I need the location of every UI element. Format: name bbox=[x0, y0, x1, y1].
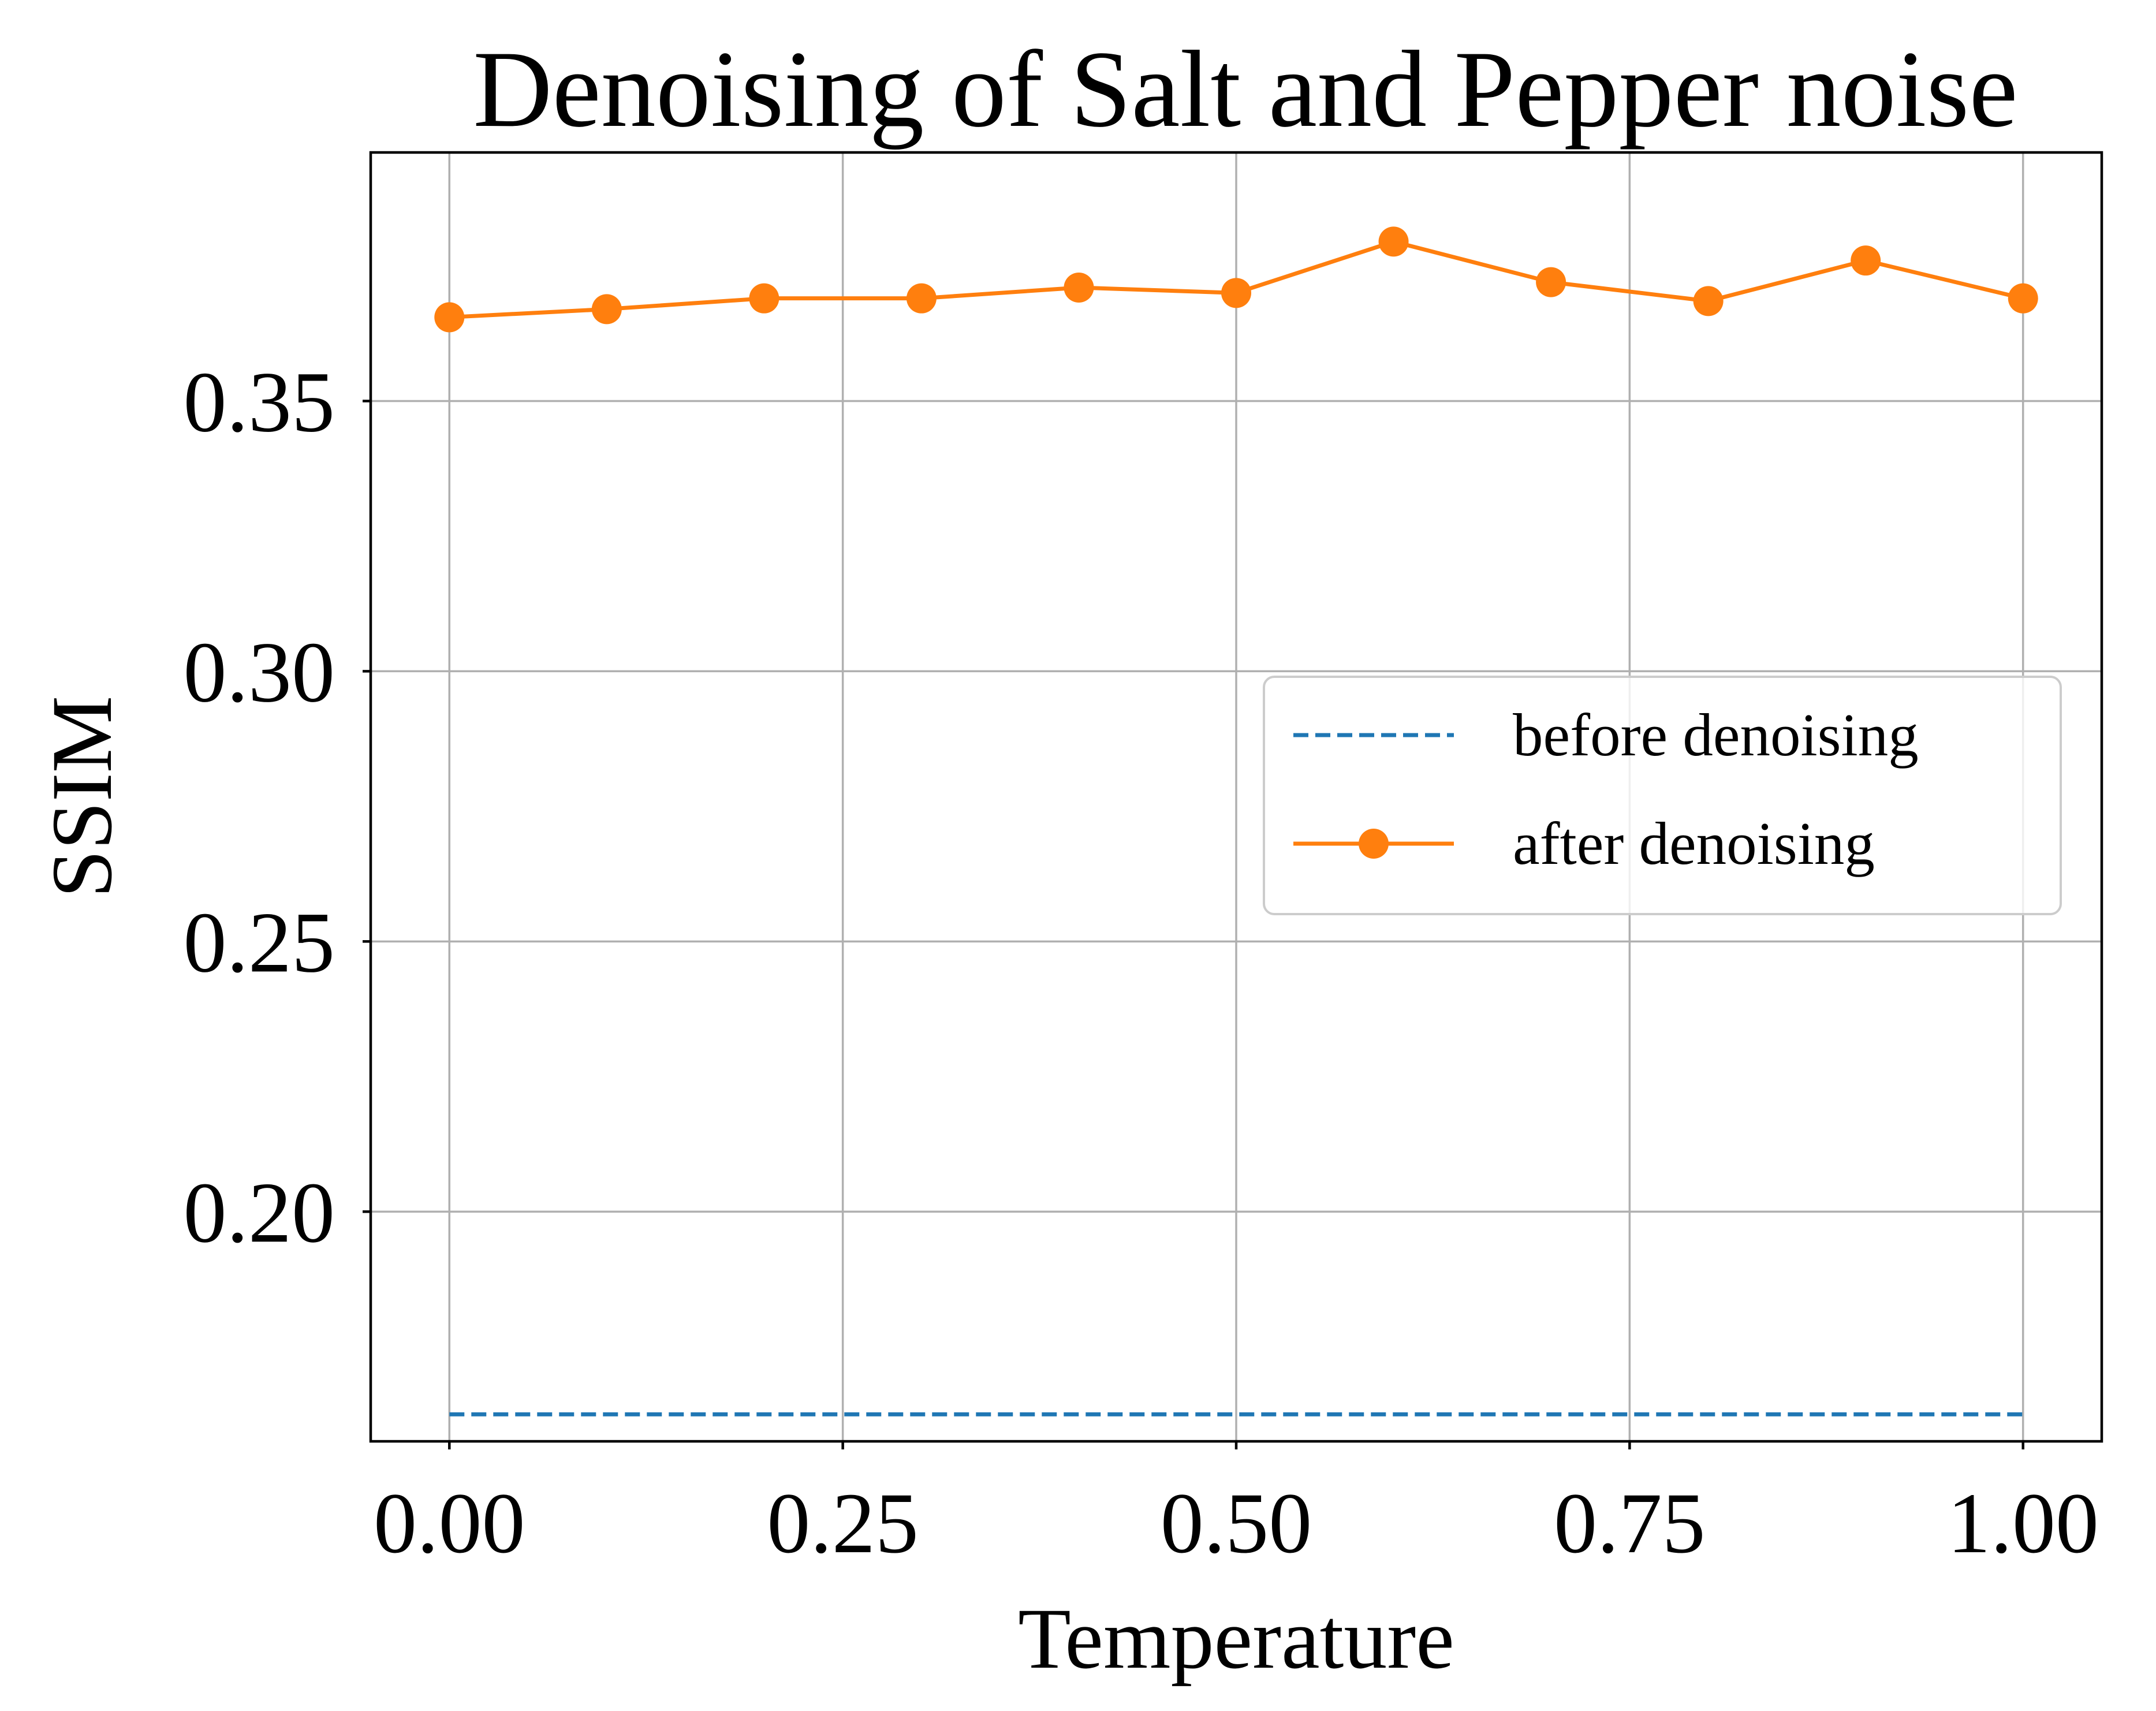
y-tick-label: 0.30 bbox=[184, 624, 335, 720]
plot-series bbox=[434, 226, 2038, 1416]
x-tick-label: 0.25 bbox=[767, 1475, 919, 1571]
y-tick-label: 0.25 bbox=[184, 894, 335, 990]
legend-frame bbox=[1263, 676, 2062, 915]
data-point bbox=[434, 302, 465, 333]
data-point bbox=[1378, 226, 1409, 257]
data-point bbox=[1064, 272, 1094, 303]
data-point bbox=[591, 294, 622, 325]
axis-ticks: 0.00 0.25 0.50 0.75 1.00 0.20 0.25 0.30 0.35 bbox=[184, 354, 2099, 1571]
data-point bbox=[749, 283, 779, 314]
data-point bbox=[1536, 267, 1566, 297]
y-axis-label: SSIM bbox=[34, 696, 130, 898]
x-tick-label: 1.00 bbox=[1947, 1475, 2099, 1571]
data-point bbox=[1693, 286, 1724, 316]
x-tick-label: 0.50 bbox=[1161, 1475, 1312, 1571]
y-tick-label: 0.20 bbox=[184, 1165, 335, 1261]
data-point bbox=[906, 283, 937, 314]
legend-label-after-denoising: after denoising bbox=[1513, 810, 1875, 877]
grid bbox=[371, 152, 2102, 1441]
legend-label-before-denoising: before denoising bbox=[1513, 701, 1919, 769]
x-tick-label: 0.75 bbox=[1554, 1475, 1706, 1571]
x-axis-label: Temperature bbox=[1018, 1591, 1454, 1687]
y-tick-label: 0.35 bbox=[184, 354, 335, 450]
x-tick-label: 0.00 bbox=[374, 1475, 525, 1571]
legend-marker-after-denoising bbox=[1359, 829, 1389, 859]
data-point bbox=[1221, 278, 1251, 308]
data-point bbox=[2008, 283, 2038, 314]
data-point bbox=[1851, 245, 1881, 276]
legend: before denoising after denoising bbox=[1263, 676, 2062, 915]
chart-title: Denoising of Salt and Pepper noise bbox=[473, 29, 2017, 150]
